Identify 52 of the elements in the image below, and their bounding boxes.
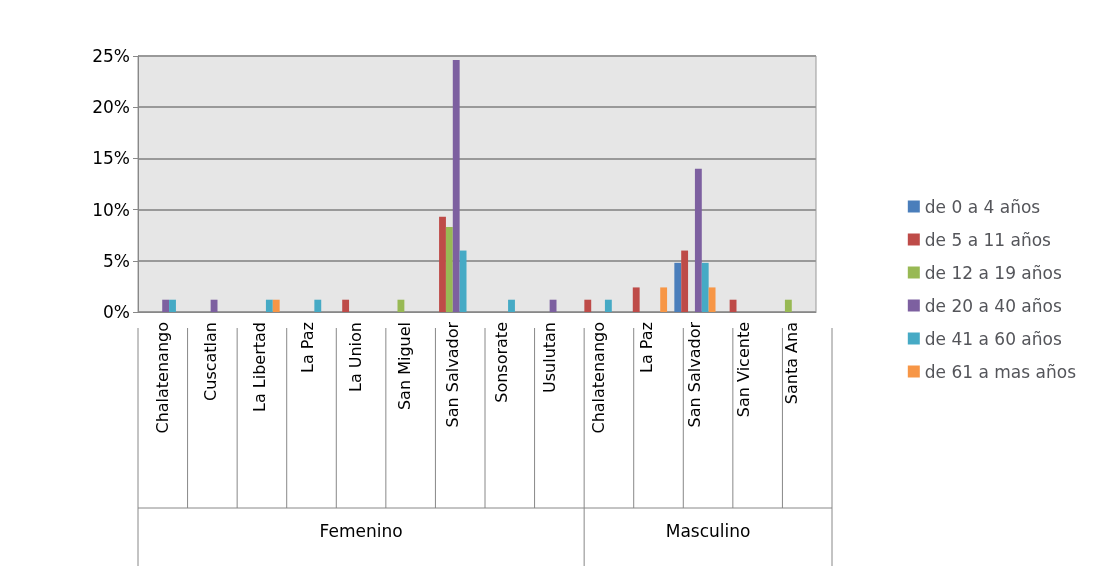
text: Masculino — [665, 521, 751, 541]
bar — [549, 299, 557, 312]
bar — [708, 287, 716, 312]
x-tick-label: San Salvador — [685, 321, 705, 428]
bar — [604, 299, 612, 312]
bar — [314, 299, 322, 312]
bar — [162, 299, 170, 312]
bar — [342, 299, 350, 312]
bar — [169, 299, 176, 312]
x-tick-label: San Vicente — [733, 322, 753, 418]
legend-label: de 61 a mas años — [924, 361, 1077, 382]
legend-label: de 20 a 40 años — [924, 295, 1062, 316]
bar — [784, 299, 792, 312]
text: Femenino — [319, 521, 403, 541]
x-tick-label: La Union — [346, 322, 366, 393]
x-tick-label: La Libertad — [249, 322, 269, 412]
bar — [452, 60, 460, 312]
bar — [459, 250, 467, 312]
y-tick-label: 5% — [103, 250, 130, 271]
bar — [397, 299, 405, 312]
bar — [632, 287, 640, 312]
legend-label: de 5 a 11 años — [924, 229, 1052, 250]
y-tick-label: 15% — [92, 148, 130, 169]
bar — [508, 299, 515, 312]
bar — [694, 168, 702, 312]
y-tick-label: 10% — [92, 199, 130, 220]
x-tick-label: Usulutan — [540, 322, 560, 393]
x-tick-label: San Salvador — [443, 321, 463, 428]
bar — [660, 287, 668, 312]
legend-label: de 0 a 4 años — [924, 196, 1041, 217]
x-tick-label: La Paz — [298, 322, 317, 373]
bar — [439, 216, 446, 312]
x-tick-label: Santa Ana — [782, 322, 802, 405]
x-tick-label: La Paz — [637, 322, 656, 373]
bar — [674, 262, 682, 312]
x-tick-label: Chalatenango — [588, 322, 608, 434]
x-tick-label: Cuscatlan — [201, 322, 221, 401]
bar — [584, 299, 592, 312]
bar — [701, 262, 709, 312]
bar — [681, 250, 689, 312]
x-tick-label: Chalatenango — [152, 322, 172, 434]
bar — [210, 299, 218, 312]
x-tick-label: Sonsorate — [491, 322, 511, 403]
x-tick-label: San Miguel — [394, 322, 414, 411]
y-tick-label: 20% — [92, 97, 130, 118]
bar — [272, 299, 280, 312]
bar — [445, 227, 453, 312]
y-tick-label: 25% — [92, 46, 130, 66]
bar — [265, 299, 273, 312]
legend-label: de 41 a 60 años — [924, 328, 1062, 349]
y-tick-label: 0% — [103, 302, 130, 322]
legend-label: de 12 a 19 años — [924, 262, 1062, 283]
